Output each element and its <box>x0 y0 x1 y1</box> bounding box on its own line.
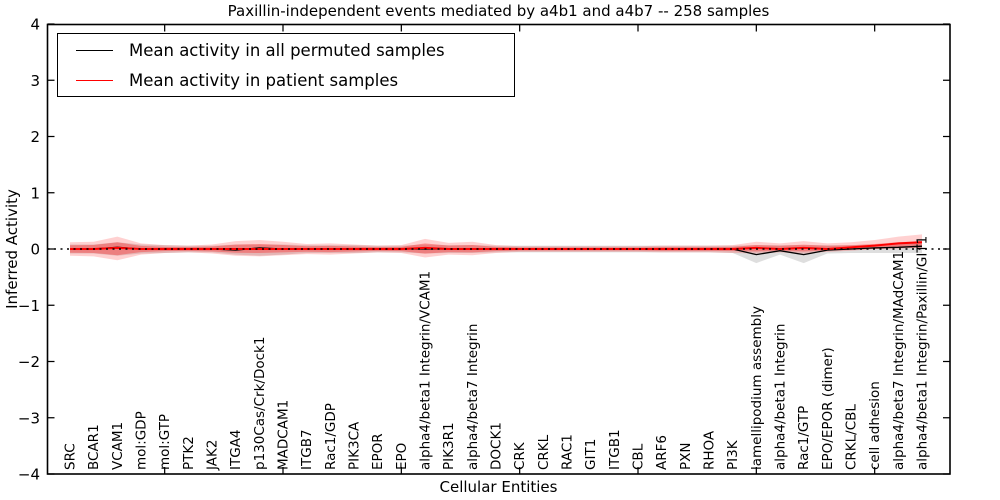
y-tick-label: −4 <box>18 466 40 484</box>
x-category-label: BCAR1 <box>86 424 102 470</box>
x-category-label: CRKL/CBL <box>844 404 860 470</box>
x-category-label: alpha4/beta1 Integrin/Paxillin/GIT1 <box>915 236 931 470</box>
legend: Mean activity in all permuted samples Me… <box>57 33 515 97</box>
y-tick-label: 3 <box>30 72 40 90</box>
x-category-label: CRKL <box>536 434 552 470</box>
x-category-label: mol:GTP <box>157 414 173 470</box>
axes-frame <box>46 23 951 475</box>
y-tick-label: 0 <box>30 241 40 259</box>
x-category-label: ITGB7 <box>299 429 315 470</box>
y-tick-label: 1 <box>30 184 40 202</box>
x-category-label: PXN <box>678 443 694 471</box>
x-category-label: alpha4/beta7 Integrin <box>465 324 481 470</box>
x-category-label: alpha4/beta1 Integrin/VCAM1 <box>418 271 434 470</box>
y-tick-label: −2 <box>18 353 40 371</box>
x-category-label: Rac1/GTP <box>796 406 812 470</box>
y-tick-label: 2 <box>30 128 40 146</box>
patient-range-band-outer <box>70 234 922 261</box>
x-category-label: PI3K <box>725 439 741 470</box>
x-category-label: Rac1/GDP <box>323 403 339 470</box>
patient-line-swatch <box>76 79 113 81</box>
x-category-label: EPO <box>394 443 410 470</box>
y-tick-label: −3 <box>18 409 40 427</box>
x-axis-label: Cellular Entities <box>439 478 558 496</box>
x-category-label: PIK3CA <box>347 421 363 470</box>
x-category-label: lamellipodium assembly <box>749 306 765 470</box>
legend-label-patient: Mean activity in patient samples <box>129 70 399 90</box>
x-category-label: RHOA <box>702 430 718 470</box>
x-category-label: ARF6 <box>654 435 670 470</box>
x-category-label: PIK3R1 <box>441 422 457 470</box>
y-axis-label: Inferred Activity <box>3 189 21 309</box>
legend-item-permuted: Mean activity in all permuted samples <box>58 36 514 64</box>
x-category-label: DOCK1 <box>489 422 505 470</box>
x-category-label: JAK2 <box>205 440 221 471</box>
permuted-line-swatch <box>76 49 113 51</box>
x-category-label: mol:GDP <box>134 411 150 470</box>
permuted-range-band <box>70 242 922 264</box>
legend-label-permuted: Mean activity in all permuted samples <box>129 40 445 60</box>
y-tick-label: 4 <box>30 16 40 34</box>
legend-item-patient: Mean activity in patient samples <box>58 66 514 94</box>
x-category-label: RAC1 <box>560 434 576 470</box>
x-category-label: EPOR <box>370 433 386 470</box>
x-category-label: CRK <box>512 441 528 470</box>
x-category-label: MADCAM1 <box>276 400 292 470</box>
x-category-label: VCAM1 <box>110 422 126 470</box>
x-category-label: alpha4/beta1 Integrin <box>773 324 789 470</box>
y-tick-label: −1 <box>18 297 40 315</box>
x-category-label: EPO/EPOR (dimer) <box>820 347 836 470</box>
x-category-label: alpha4/beta7 Integrin/MAdCAM1 <box>891 251 907 470</box>
x-category-label: CBL <box>631 443 647 470</box>
x-category-label: cell adhesion <box>867 381 883 470</box>
chart-title: Paxillin-independent events mediated by … <box>227 2 770 20</box>
x-category-label: GIT1 <box>583 439 599 470</box>
x-category-label: p130Cas/Crk/Dock1 <box>252 337 268 470</box>
x-category-label: PTK2 <box>181 436 197 470</box>
x-category-label: ITGA4 <box>228 429 244 470</box>
x-category-label: ITGB1 <box>607 429 623 470</box>
x-category-label: SRC <box>63 443 79 470</box>
